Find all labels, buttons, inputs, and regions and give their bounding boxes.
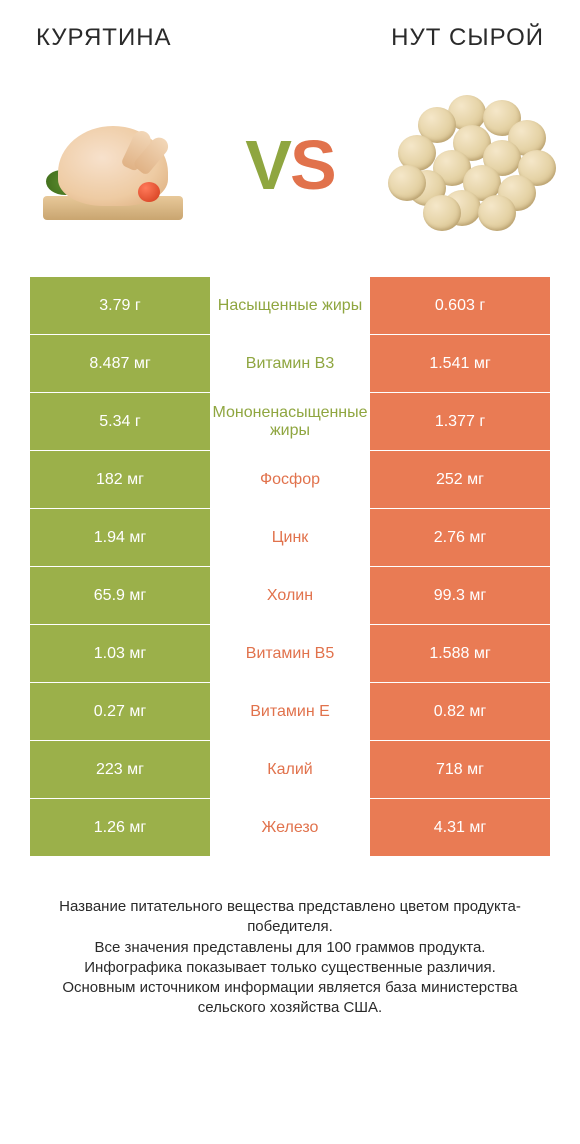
table-row: 182 мгФосфор252 мг — [30, 451, 550, 509]
nutrient-label: Витамин B3 — [210, 335, 370, 392]
nutrient-label: Мононенасыщенные жиры — [210, 393, 370, 450]
footnote-line: Все значения представлены для 100 граммо… — [30, 938, 550, 958]
table-row: 65.9 мгХолин99.3 мг — [30, 567, 550, 625]
nutrient-label: Калий — [210, 741, 370, 798]
comparison-table: 3.79 гНасыщенные жиры0.603 г8.487 мгВита… — [0, 277, 580, 857]
nutrient-label: Витамин B5 — [210, 625, 370, 682]
value-left: 3.79 г — [30, 277, 210, 334]
footnote-line: Инфографика показывает только существенн… — [30, 958, 550, 978]
table-row: 1.94 мгЦинк2.76 мг — [30, 509, 550, 567]
table-row: 8.487 мгВитамин B31.541 мг — [30, 335, 550, 393]
nutrient-label: Железо — [210, 799, 370, 856]
value-right: 1.588 мг — [370, 625, 550, 682]
vs-s: S — [290, 126, 335, 204]
value-right: 2.76 мг — [370, 509, 550, 566]
nutrient-label: Витамин E — [210, 683, 370, 740]
footnote-line: Основным источником информации является … — [30, 978, 550, 1019]
footnote: Название питательного вещества представл… — [0, 857, 580, 1019]
vs-label: VS — [245, 125, 334, 205]
value-right: 252 мг — [370, 451, 550, 508]
table-row: 3.79 гНасыщенные жиры0.603 г — [30, 277, 550, 335]
chickpeas-image — [385, 82, 550, 247]
table-row: 1.26 мгЖелезо4.31 мг — [30, 799, 550, 857]
table-row: 0.27 мгВитамин E0.82 мг — [30, 683, 550, 741]
value-right: 99.3 мг — [370, 567, 550, 624]
value-left: 1.26 мг — [30, 799, 210, 856]
value-left: 182 мг — [30, 451, 210, 508]
value-right: 0.603 г — [370, 277, 550, 334]
value-right: 0.82 мг — [370, 683, 550, 740]
value-left: 0.27 мг — [30, 683, 210, 740]
nutrient-label: Фосфор — [210, 451, 370, 508]
value-right: 1.541 мг — [370, 335, 550, 392]
chickpea-icon — [388, 165, 426, 201]
nutrient-label: Холин — [210, 567, 370, 624]
value-right: 718 мг — [370, 741, 550, 798]
footnote-line: Название питательного вещества представл… — [30, 897, 550, 938]
value-right: 1.377 г — [370, 393, 550, 450]
value-left: 1.94 мг — [30, 509, 210, 566]
table-row: 5.34 гМононенасыщенные жиры1.377 г — [30, 393, 550, 451]
value-left: 5.34 г — [30, 393, 210, 450]
value-left: 8.487 мг — [30, 335, 210, 392]
images-row: VS — [0, 62, 580, 277]
nutrient-label: Цинк — [210, 509, 370, 566]
title-left: КУРЯТИНА — [36, 24, 172, 52]
value-right: 4.31 мг — [370, 799, 550, 856]
chicken-image — [30, 82, 195, 247]
nutrient-label: Насыщенные жиры — [210, 277, 370, 334]
value-left: 65.9 мг — [30, 567, 210, 624]
chickpea-icon — [478, 195, 516, 231]
table-row: 1.03 мгВитамин B51.588 мг — [30, 625, 550, 683]
header: КУРЯТИНА НУТ СЫРОЙ — [0, 0, 580, 62]
value-left: 1.03 мг — [30, 625, 210, 682]
chickpea-icon — [423, 195, 461, 231]
table-row: 223 мгКалий718 мг — [30, 741, 550, 799]
vs-v: V — [245, 126, 290, 204]
value-left: 223 мг — [30, 741, 210, 798]
title-right: НУТ СЫРОЙ — [391, 24, 544, 52]
